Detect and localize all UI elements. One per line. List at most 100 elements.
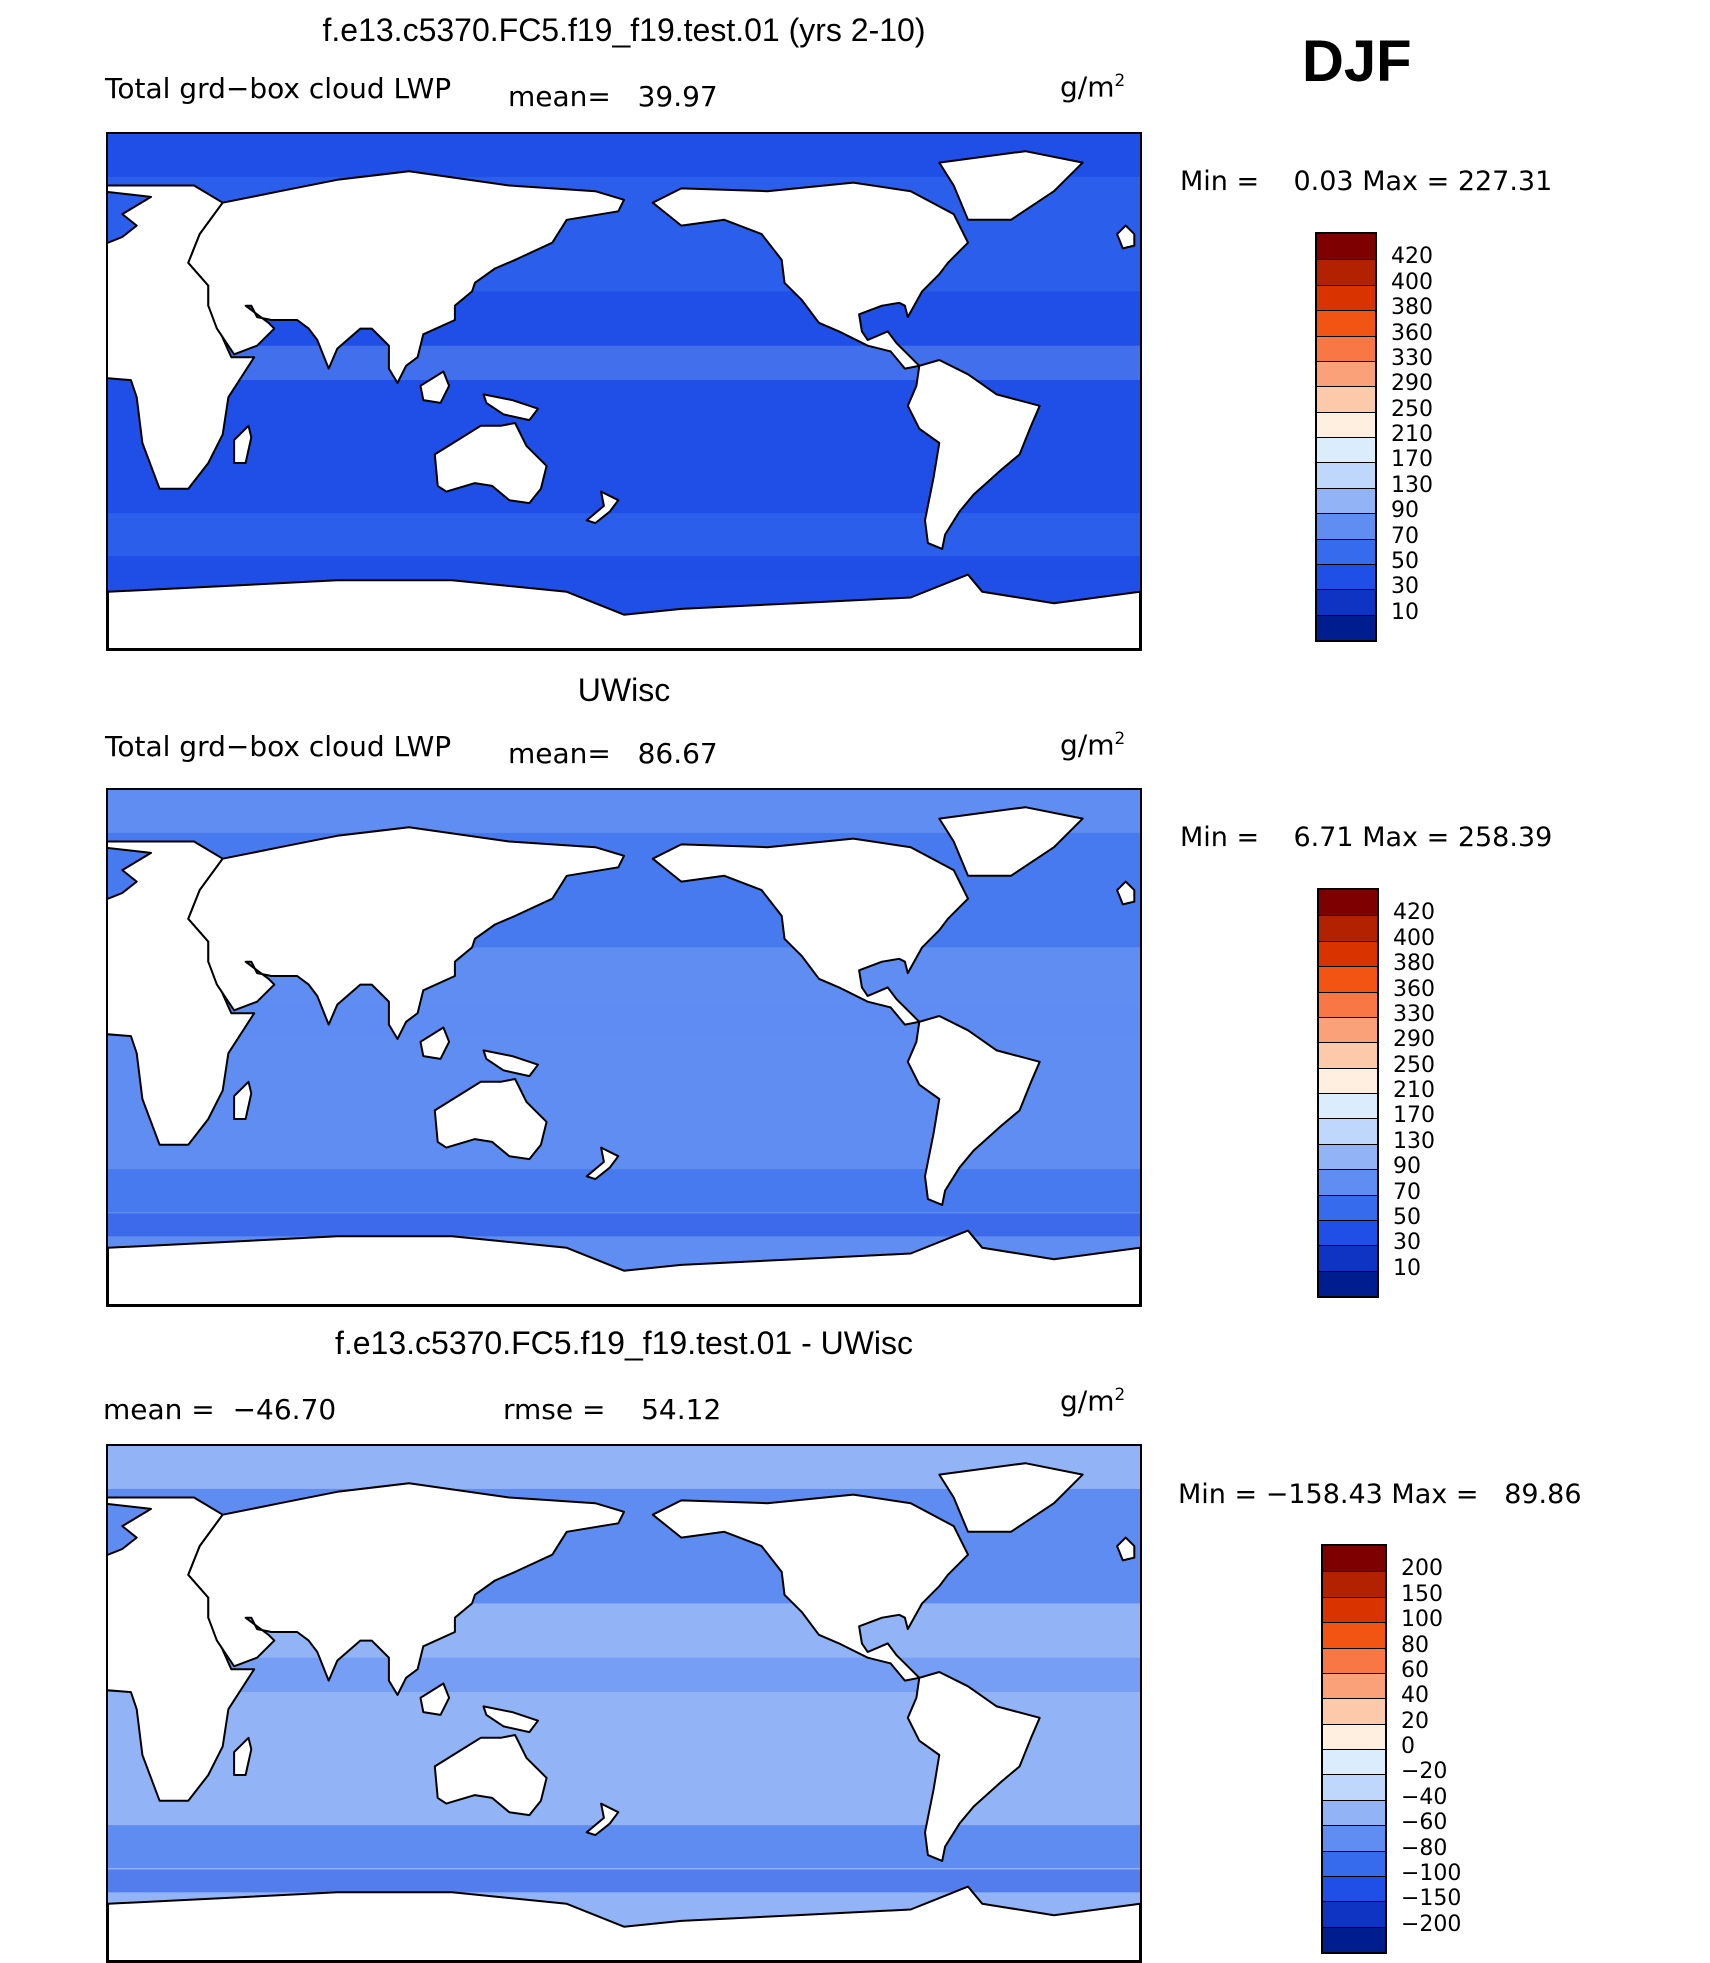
borneo-indonesia-landmass bbox=[419, 370, 451, 404]
uk-landmass bbox=[1116, 224, 1136, 250]
antarctica-landmass bbox=[108, 573, 1140, 649]
panel2-map-svg bbox=[108, 790, 1140, 1305]
colorbar-swatch bbox=[1323, 1672, 1385, 1699]
panel1-mean: mean= 39.97 bbox=[508, 80, 718, 113]
colorbar-tick-label: −200 bbox=[1401, 1911, 1462, 1937]
panel1-colorbar bbox=[1315, 232, 1377, 642]
colorbar-tick-label: −60 bbox=[1401, 1810, 1448, 1836]
colorbar-swatch bbox=[1323, 1825, 1385, 1851]
colorbar-tick-label: 400 bbox=[1393, 925, 1435, 951]
panel3-rmse: rmse = 54.12 bbox=[503, 1393, 721, 1426]
colorbar-swatch bbox=[1319, 1067, 1377, 1093]
colorbar-swatch bbox=[1317, 411, 1375, 437]
panel1-mean-value: 39.97 bbox=[637, 80, 718, 113]
panel3-minmax: Min = −158.43 Max = 89.86 bbox=[1178, 1479, 1582, 1510]
colorbar-tick-label: 10 bbox=[1393, 1255, 1421, 1281]
colorbar-swatch bbox=[1323, 1647, 1385, 1673]
colorbar-swatch bbox=[1319, 1270, 1377, 1296]
panel2-colorbar bbox=[1317, 888, 1379, 1298]
colorbar-swatch bbox=[1319, 966, 1377, 992]
colorbar-swatch bbox=[1319, 1194, 1377, 1220]
colorbar-swatch bbox=[1323, 1850, 1385, 1876]
colorbar-swatch bbox=[1317, 386, 1375, 412]
new-zealand-landmass bbox=[585, 1146, 620, 1181]
asia-landmass bbox=[187, 826, 625, 1040]
colorbar-swatch bbox=[1323, 1596, 1385, 1623]
ocean-band bbox=[108, 1825, 1140, 1869]
madagascar-landmass bbox=[233, 1080, 253, 1120]
australia-landmass bbox=[433, 1734, 548, 1817]
panel3-map bbox=[106, 1444, 1142, 1963]
ocean-band bbox=[108, 1657, 1140, 1693]
colorbar-tick-label: 380 bbox=[1393, 951, 1435, 977]
ocean-band bbox=[108, 1869, 1140, 1893]
colorbar-tick-label: 250 bbox=[1391, 396, 1433, 422]
colorbar-swatch bbox=[1317, 310, 1375, 336]
ocean-band bbox=[108, 1213, 1140, 1237]
colorbar-tick-label: 290 bbox=[1391, 371, 1433, 397]
colorbar-tick-label: 150 bbox=[1401, 1581, 1443, 1607]
colorbar-tick-label: −150 bbox=[1401, 1886, 1462, 1912]
colorbar-swatch bbox=[1317, 513, 1375, 539]
colorbar-swatch bbox=[1319, 1169, 1377, 1195]
colorbar-tick-label: 90 bbox=[1391, 498, 1419, 524]
colorbar-swatch bbox=[1317, 259, 1375, 285]
colorbar-swatch bbox=[1319, 1245, 1377, 1271]
panel2-title: UWisc bbox=[577, 672, 671, 708]
colorbar-tick-label: 380 bbox=[1391, 295, 1433, 321]
colorbar-tick-label: 420 bbox=[1393, 900, 1435, 926]
panel3-units: g/m2 bbox=[1060, 1384, 1126, 1418]
ocean-band bbox=[108, 1001, 1140, 1037]
colorbar-swatch bbox=[1319, 1143, 1377, 1170]
greenland-landmass bbox=[938, 806, 1084, 877]
panel3-mean: mean = −46.70 bbox=[103, 1393, 336, 1426]
colorbar-swatch bbox=[1323, 1622, 1385, 1648]
panel3-title: f.e13.c5370.FC5.f19_f19.test.01 - UWisc bbox=[334, 1325, 914, 1361]
colorbar-tick-label: 100 bbox=[1401, 1607, 1443, 1633]
colorbar-swatch bbox=[1317, 538, 1375, 564]
colorbar-tick-label: 400 bbox=[1391, 269, 1433, 295]
asia-landmass bbox=[187, 1482, 625, 1696]
colorbar-swatch bbox=[1317, 614, 1375, 640]
colorbar-swatch bbox=[1317, 335, 1375, 361]
colorbar-swatch bbox=[1323, 1774, 1385, 1800]
greenland-landmass bbox=[938, 1462, 1084, 1533]
colorbar-tick-label: 30 bbox=[1393, 1230, 1421, 1256]
panel1-mean-label: mean= bbox=[508, 80, 611, 113]
panel2-variable: Total grd−box cloud LWP bbox=[105, 730, 452, 763]
panel2-mean: mean= 86.67 bbox=[508, 737, 718, 770]
panel3-map-svg bbox=[108, 1446, 1140, 1961]
colorbar-tick-label: 40 bbox=[1401, 1683, 1429, 1709]
new-guinea-landmass bbox=[482, 1705, 539, 1734]
antarctica-landmass bbox=[108, 1885, 1140, 1961]
new-guinea-landmass bbox=[482, 393, 539, 422]
colorbar-tick-label: 170 bbox=[1393, 1103, 1435, 1129]
colorbar-tick-label: 360 bbox=[1391, 320, 1433, 346]
season-label: DJF bbox=[1302, 29, 1412, 94]
greenland-landmass bbox=[938, 150, 1084, 221]
panel1-units: g/m2 bbox=[1060, 70, 1126, 104]
colorbar-swatch bbox=[1319, 1016, 1377, 1043]
panel1-variable: Total grd−box cloud LWP bbox=[105, 72, 452, 105]
colorbar-tick-label: −80 bbox=[1401, 1835, 1448, 1861]
colorbar-swatch bbox=[1323, 1546, 1385, 1572]
colorbar-tick-label: 330 bbox=[1393, 1001, 1435, 1027]
borneo-indonesia-landmass bbox=[419, 1682, 451, 1716]
ocean-band bbox=[108, 557, 1140, 581]
borneo-indonesia-landmass bbox=[419, 1026, 451, 1060]
uk-landmass bbox=[1116, 1536, 1136, 1562]
colorbar-tick-label: −100 bbox=[1401, 1860, 1462, 1886]
colorbar-tick-label: 70 bbox=[1393, 1179, 1421, 1205]
colorbar-tick-label: 250 bbox=[1393, 1052, 1435, 1078]
australia-landmass bbox=[433, 422, 548, 505]
south-america-landmass bbox=[906, 1015, 1041, 1206]
new-guinea-landmass bbox=[482, 1049, 539, 1078]
colorbar-tick-label: 70 bbox=[1391, 523, 1419, 549]
colorbar-tick-label: 130 bbox=[1393, 1128, 1435, 1154]
colorbar-swatch bbox=[1319, 915, 1377, 941]
colorbar-tick-label: 60 bbox=[1401, 1657, 1429, 1683]
colorbar-tick-label: 290 bbox=[1393, 1027, 1435, 1053]
panel3-rmse-label: rmse = bbox=[503, 1393, 606, 1426]
colorbar-swatch bbox=[1323, 1749, 1385, 1775]
antarctica-landmass bbox=[108, 1229, 1140, 1305]
